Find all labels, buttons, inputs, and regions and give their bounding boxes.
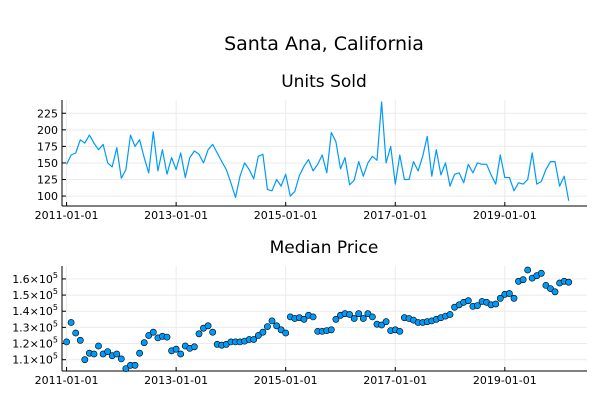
median-price-point (209, 328, 217, 336)
x-tick-label: 2011-01-01 (35, 374, 99, 387)
median-price-point (300, 315, 308, 323)
median-price-point (492, 300, 500, 308)
median-price-point (67, 319, 75, 326)
median-price-point (309, 313, 317, 321)
y-tick-label: 1.6×105 (12, 271, 58, 286)
median-price-point (510, 294, 518, 302)
median-price-point (350, 315, 358, 322)
units-sold-x-ticks: 2011-01-01 2013-01-01 2015-01-01 2017-01-01… (35, 202, 537, 222)
x-tick-label: 2015-01-01 (254, 209, 318, 222)
median-price-point (332, 315, 340, 323)
median-price-point (177, 350, 185, 358)
median-price-point (163, 333, 171, 341)
median-price-point (190, 343, 198, 351)
median-price-point (524, 266, 532, 274)
median-price-point (378, 321, 385, 329)
median-price-point (254, 332, 262, 339)
median-price-point (81, 356, 89, 364)
median-price-point (542, 281, 550, 289)
median-price-point (145, 332, 153, 339)
median-price-point (446, 311, 454, 318)
y-tick-label: 1.5×105 (12, 287, 58, 302)
x-tick-label: 2019-01-01 (473, 374, 537, 387)
median-price-point (90, 350, 98, 358)
median-price-x-ticks: 2011-01-01 2013-01-01 2015-01-01 2017-01-01… (35, 367, 537, 387)
median-price-point (250, 336, 258, 343)
median-price-point (355, 310, 363, 318)
median-price-point (464, 297, 472, 305)
y-tick-label: 125 (37, 174, 58, 187)
units-sold-series (66, 101, 570, 201)
median-price-point (268, 317, 276, 325)
median-price-point (131, 361, 139, 369)
y-tick-label: 1.1×105 (12, 352, 58, 367)
median-price-title: Median Price (270, 238, 379, 258)
y-tick-label: 175 (37, 140, 58, 153)
y-tick-label: 225 (37, 107, 58, 120)
median-price-point (382, 318, 390, 326)
units-sold-line (66, 101, 570, 201)
median-price-point (259, 328, 267, 336)
median-price-axes (61, 266, 587, 372)
median-price-point (282, 329, 290, 337)
median-price-point (172, 345, 180, 353)
x-tick-label: 2017-01-01 (363, 209, 427, 222)
median-price-point (327, 326, 335, 334)
median-price-point (76, 336, 84, 344)
median-price-point (368, 313, 376, 321)
figure-title: Santa Ana, California (224, 33, 424, 55)
median-price-point (505, 290, 513, 297)
y-tick-label: 200 (37, 124, 58, 137)
median-price-point (565, 278, 573, 286)
median-price-point (263, 323, 271, 330)
median-price-point (149, 328, 157, 336)
median-price-point (359, 315, 367, 322)
median-price-point (113, 350, 121, 358)
median-price-point (551, 288, 559, 296)
y-tick-label: 1.3×105 (12, 319, 58, 334)
x-tick-label: 2011-01-01 (35, 209, 99, 222)
units-sold-axes (61, 100, 587, 207)
x-tick-label: 2017-01-01 (363, 374, 427, 387)
x-tick-label: 2019-01-01 (473, 209, 537, 222)
median-price-point (396, 327, 404, 335)
median-price-point (496, 294, 504, 302)
median-price-point (104, 348, 112, 355)
median-price-point (136, 349, 143, 357)
median-price-series (63, 266, 573, 372)
median-price-point (204, 322, 212, 330)
median-price-point (537, 269, 545, 277)
median-price-point (519, 276, 527, 284)
median-price-point (273, 322, 280, 330)
y-tick-label: 1.2×105 (12, 336, 58, 351)
x-tick-label: 2013-01-01 (144, 209, 208, 222)
units-sold-title: Units Sold (281, 72, 367, 92)
median-price-point (140, 339, 148, 347)
median-price-point (195, 330, 203, 338)
units-sold-panel: Units Sold 100 125 150 175 200 225 2011-01-01… (35, 72, 587, 222)
y-tick-label: 100 (37, 190, 58, 203)
median-price-point (122, 365, 130, 372)
median-price-point (473, 302, 481, 309)
y-tick-label: 150 (37, 157, 58, 170)
units-sold-grid (62, 100, 587, 206)
units-sold-y-ticks: 100 125 150 175 200 225 (37, 107, 66, 203)
median-price-point (346, 311, 353, 318)
y-tick-label: 1.4×105 (12, 303, 58, 318)
x-tick-label: 2015-01-01 (254, 374, 318, 387)
median-price-point (63, 338, 70, 346)
median-price-point (95, 342, 102, 350)
x-tick-label: 2013-01-01 (144, 374, 208, 387)
median-price-point (117, 355, 125, 363)
median-price-point (72, 329, 80, 337)
median-price-point (277, 326, 285, 334)
